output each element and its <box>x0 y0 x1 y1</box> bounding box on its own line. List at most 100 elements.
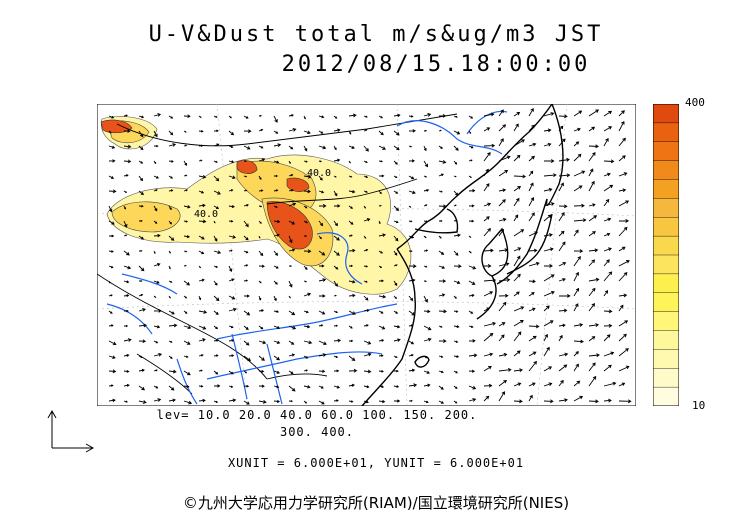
wind-vector <box>618 320 629 327</box>
colorbar-cell <box>653 292 679 313</box>
wind-vector <box>303 355 309 359</box>
wind-vector <box>318 250 326 256</box>
wind-vector <box>363 145 369 152</box>
wind-vector <box>513 320 524 327</box>
wind-vector <box>288 340 295 345</box>
wind-vector <box>318 278 327 282</box>
wind-vector <box>528 394 533 402</box>
wind-vector <box>603 232 611 237</box>
wind-vector <box>378 399 386 404</box>
wind-vector <box>558 277 566 282</box>
wind-vector <box>273 115 278 123</box>
wind-vector <box>183 174 188 177</box>
wind-vector <box>153 233 161 238</box>
colorbar-cell <box>653 330 679 351</box>
wind-vector <box>333 355 339 358</box>
wind-vector <box>393 355 398 359</box>
wind-vector <box>348 248 356 253</box>
wind-vector <box>543 128 552 133</box>
wind-vector <box>513 350 521 357</box>
wind-vector <box>498 155 511 162</box>
wind-vector <box>558 261 567 267</box>
wind-vector <box>618 304 624 312</box>
wind-vector <box>558 323 566 328</box>
wind-vector <box>228 385 234 388</box>
wind-vector <box>468 130 472 134</box>
wind-vector <box>363 190 368 193</box>
wind-vector <box>453 310 459 313</box>
wind-vector <box>393 280 398 287</box>
wind-vector <box>603 137 609 147</box>
colorbar <box>653 104 679 406</box>
wind-vector <box>273 340 281 344</box>
wind-vector <box>153 308 162 313</box>
wind-vector <box>513 291 520 297</box>
wind-vector <box>588 362 596 372</box>
wind-vector <box>528 382 536 387</box>
wind-vector <box>273 295 277 302</box>
wind-vector <box>138 355 143 359</box>
wind-vector <box>228 295 236 300</box>
wind-vector <box>513 214 519 222</box>
vector-unit-line: XUNIT = 6.000E+01, YUNIT = 6.000E+01 <box>227 456 525 470</box>
wind-vector <box>438 190 443 193</box>
wind-vector <box>528 261 540 267</box>
wind-vector <box>243 129 252 134</box>
wind-vector <box>258 145 264 149</box>
wind-vector <box>333 115 338 119</box>
wind-vector <box>603 198 610 207</box>
wind-vector <box>288 189 294 192</box>
wind-vector <box>393 145 400 151</box>
wind-vector <box>468 189 476 193</box>
wind-vector <box>573 141 580 147</box>
wind-vector <box>228 339 235 342</box>
wind-vector <box>303 235 308 237</box>
wind-vector <box>588 180 595 192</box>
wind-vector <box>228 145 234 149</box>
wind-vector <box>243 384 250 388</box>
wind-vector <box>138 115 145 119</box>
wind-vector <box>378 325 386 330</box>
wind-vector <box>484 264 492 268</box>
wind-vector <box>228 130 235 136</box>
wind-vector <box>258 369 265 373</box>
wind-vector <box>108 175 115 179</box>
wind-vector <box>378 115 383 119</box>
wind-vector <box>123 174 129 177</box>
wind-vector <box>438 400 444 404</box>
wind-vector <box>333 265 339 270</box>
wind-vector <box>303 249 312 254</box>
wind-vector <box>243 264 249 267</box>
wind-vector <box>573 255 581 267</box>
wind-vector <box>213 370 219 375</box>
wind-vector <box>273 205 278 208</box>
wind-vector <box>123 159 132 164</box>
wind-vector <box>198 203 206 208</box>
wind-vector <box>603 110 613 117</box>
wind-vector <box>228 278 235 282</box>
wind-vector <box>153 160 157 164</box>
wind-vector <box>183 355 189 358</box>
wind-vector <box>363 308 370 312</box>
wind-vector <box>213 339 219 342</box>
wind-vector <box>183 234 191 239</box>
wind-vector <box>438 339 447 343</box>
wind-vector <box>108 280 111 284</box>
wind-vector <box>483 321 497 327</box>
wind-vector <box>498 188 507 193</box>
wind-vector <box>588 353 600 358</box>
wind-vector <box>378 369 384 373</box>
wind-vector <box>378 294 387 299</box>
wind-vector <box>273 219 281 224</box>
wind-vector <box>543 399 554 404</box>
wind-vector <box>438 265 446 269</box>
wind-vector <box>603 172 611 177</box>
wind-vector <box>153 325 161 329</box>
wind-vector <box>558 138 566 147</box>
wind-vector <box>558 204 568 209</box>
wind-vector <box>603 351 615 357</box>
wind-vector <box>483 278 497 283</box>
colorbar-cell <box>653 217 679 237</box>
wind-vector <box>333 190 338 197</box>
wind-vector <box>573 303 579 312</box>
